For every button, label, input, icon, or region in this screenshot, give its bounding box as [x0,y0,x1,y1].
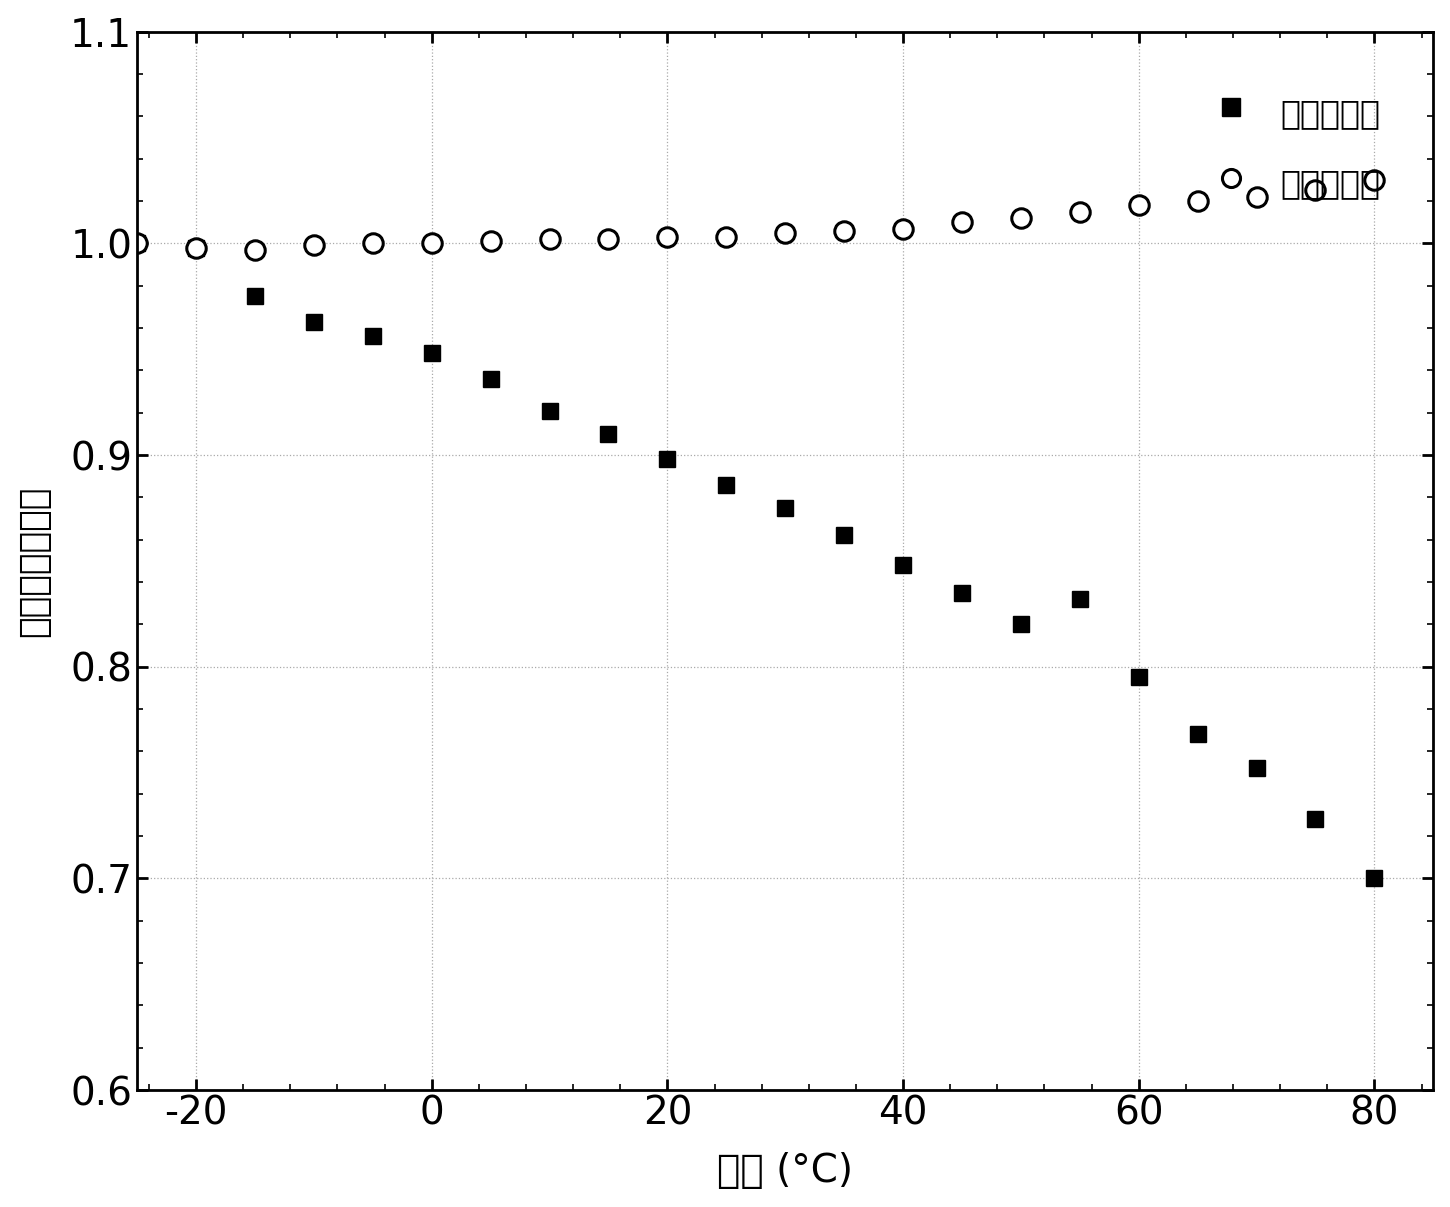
有温度补唇 [364,237,381,251]
有温度补唇 [541,232,558,246]
有温度补唇 [1072,204,1089,218]
有温度补唇 [1306,183,1324,198]
有温度补唇 [1248,189,1266,204]
无温度补唇 [1189,727,1206,741]
有温度补唇 [600,232,618,246]
无温度补唇 [304,314,322,328]
有温度补唇 [423,237,441,251]
无温度补唇 [1366,871,1383,886]
无温度补唇 [129,237,146,251]
无温度补唇 [541,403,558,418]
有温度补唇 [1366,173,1383,187]
有温度补唇 [835,223,853,238]
Line: 有温度补唇: 有温度补唇 [128,170,1385,260]
有温度补唇 [247,243,264,257]
有温度补唇 [953,215,970,229]
有温度补唇 [895,221,912,235]
Line: 无温度补唇: 无温度补唇 [129,235,1382,886]
无温度补唇 [777,501,795,515]
有温度补唇 [129,237,146,251]
有温度补唇 [187,240,204,255]
无温度补唇 [1248,762,1266,776]
无温度补唇 [481,372,499,386]
无温度补唇 [718,478,735,492]
有温度补唇 [1012,211,1030,226]
无温度补唇 [895,558,912,572]
无温度补唇 [1012,617,1030,631]
无温度补唇 [600,426,618,441]
无温度补唇 [1072,591,1089,606]
有温度补唇 [1130,198,1147,212]
有温度补唇 [718,229,735,244]
有温度补唇 [304,238,322,252]
Legend: 无温度补唇, 有温度补唇: 无温度补唇, 有温度补唇 [1198,75,1398,220]
无温度补唇 [1306,812,1324,827]
有温度补唇 [658,229,676,244]
有温度补唇 [481,234,499,249]
无温度补唇 [953,585,970,600]
有温度补唇 [1189,194,1206,209]
无温度补唇 [187,240,204,255]
无温度补唇 [835,529,853,543]
无温度补唇 [658,451,676,466]
Y-axis label: 归一化幅値响应: 归一化幅値响应 [16,485,51,636]
有温度补唇 [777,226,795,240]
X-axis label: 温度 (°C): 温度 (°C) [718,1153,853,1190]
无温度补唇 [247,288,264,303]
无温度补唇 [364,330,381,344]
无温度补唇 [1130,670,1147,684]
无温度补唇 [423,346,441,361]
